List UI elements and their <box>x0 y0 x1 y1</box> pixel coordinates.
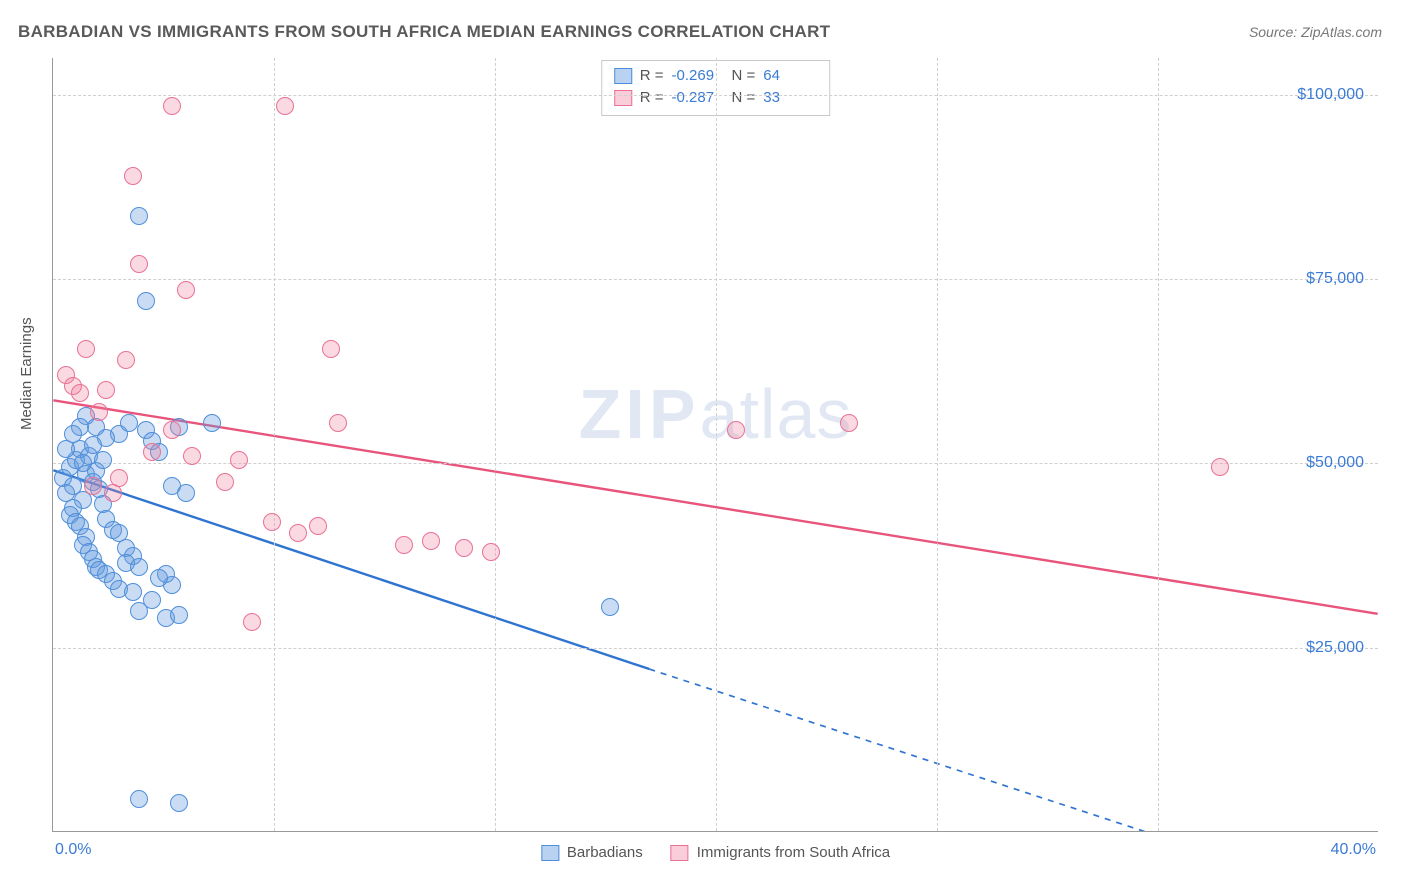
x-tick-label: 40.0% <box>1331 841 1376 859</box>
swatch-icon <box>541 845 559 861</box>
x-tick-label: 0.0% <box>55 841 91 859</box>
y-tick-label: $100,000 <box>1297 86 1364 104</box>
y-tick-label: $50,000 <box>1306 454 1364 472</box>
swatch-icon <box>614 90 632 106</box>
swatch-icon <box>614 68 632 84</box>
stat-value-n: 64 <box>763 65 815 87</box>
scatter-point <box>124 583 142 601</box>
scatter-point <box>329 414 347 432</box>
plot-area: ZIPatlas R = -0.269 N = 64 R = -0.287 N … <box>52 58 1378 832</box>
gridline-v <box>274 58 275 831</box>
scatter-point <box>57 440 75 458</box>
scatter-point <box>124 167 142 185</box>
scatter-point <box>309 517 327 535</box>
scatter-point <box>455 539 473 557</box>
swatch-icon <box>671 845 689 861</box>
scatter-point <box>1211 458 1229 476</box>
scatter-point <box>322 340 340 358</box>
y-tick-label: $25,000 <box>1306 639 1364 657</box>
scatter-point <box>163 97 181 115</box>
scatter-point <box>137 292 155 310</box>
scatter-point <box>170 606 188 624</box>
stat-label-r: R = <box>640 65 664 87</box>
scatter-point <box>94 451 112 469</box>
regression-line-extrapolated <box>649 669 1311 831</box>
gridline-v <box>937 58 938 831</box>
legend-label: Barbadians <box>567 844 643 861</box>
legend-item: Immigrants from South Africa <box>671 844 890 861</box>
scatter-point <box>183 447 201 465</box>
scatter-point <box>163 421 181 439</box>
scatter-point <box>276 97 294 115</box>
scatter-point <box>74 454 92 472</box>
chart-title: BARBADIAN VS IMMIGRANTS FROM SOUTH AFRIC… <box>18 22 830 42</box>
gridline-v <box>495 58 496 831</box>
scatter-point <box>263 513 281 531</box>
scatter-point <box>130 255 148 273</box>
scatter-point <box>203 414 221 432</box>
legend-label: Immigrants from South Africa <box>697 844 890 861</box>
stats-row-series-1: R = -0.287 N = 33 <box>614 87 816 109</box>
stat-label-n: N = <box>732 87 756 109</box>
scatter-point <box>216 473 234 491</box>
scatter-point <box>177 484 195 502</box>
scatter-point <box>395 536 413 554</box>
scatter-point <box>130 790 148 808</box>
stat-value-n: 33 <box>763 87 815 109</box>
stats-row-series-0: R = -0.269 N = 64 <box>614 65 816 87</box>
source-label: Source: ZipAtlas.com <box>1249 24 1382 40</box>
scatter-point <box>117 351 135 369</box>
scatter-point <box>90 403 108 421</box>
scatter-point <box>97 381 115 399</box>
gridline-v <box>716 58 717 831</box>
scatter-point <box>110 469 128 487</box>
scatter-point <box>482 543 500 561</box>
scatter-point <box>130 602 148 620</box>
scatter-point <box>230 451 248 469</box>
scatter-point <box>170 794 188 812</box>
y-tick-label: $75,000 <box>1306 270 1364 288</box>
scatter-point <box>289 524 307 542</box>
scatter-point <box>130 207 148 225</box>
watermark-bold: ZIP <box>579 375 700 453</box>
scatter-point <box>84 477 102 495</box>
scatter-point <box>727 421 745 439</box>
scatter-point <box>840 414 858 432</box>
scatter-point <box>77 340 95 358</box>
legend-item: Barbadians <box>541 844 643 861</box>
gridline-v <box>1158 58 1159 831</box>
scatter-point <box>150 569 168 587</box>
watermark-light: atlas <box>700 375 853 453</box>
scatter-point <box>243 613 261 631</box>
stat-label-n: N = <box>732 65 756 87</box>
stat-label-r: R = <box>640 87 664 109</box>
scatter-point <box>422 532 440 550</box>
scatter-point <box>601 598 619 616</box>
scatter-point <box>130 558 148 576</box>
scatter-point <box>143 443 161 461</box>
scatter-point <box>71 384 89 402</box>
bottom-legend: Barbadians Immigrants from South Africa <box>541 844 890 861</box>
y-axis-label: Median Earnings <box>18 317 35 430</box>
scatter-point <box>120 414 138 432</box>
scatter-point <box>177 281 195 299</box>
